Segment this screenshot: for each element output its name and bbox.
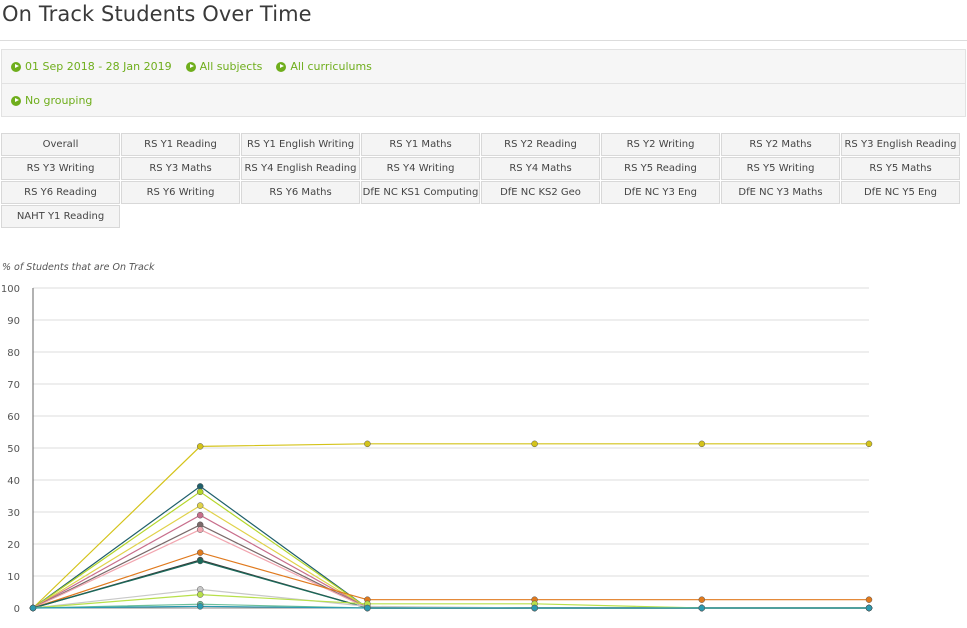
tab-rs-y5-maths[interactable]: RS Y5 Maths [841,157,960,180]
y-tick-label: 50 [7,444,20,455]
tab-rs-y1-maths[interactable]: RS Y1 Maths [361,133,480,156]
tab-rs-y2-writing[interactable]: RS Y2 Writing [601,133,720,156]
tab-rs-y5-reading[interactable]: RS Y5 Reading [601,157,720,180]
data-point[interactable] [531,604,538,612]
line-chart: % of Students that are On Track 0 10 20 30 4… [0,258,967,628]
series-line-0 [32,443,869,609]
series-line-7 [32,551,869,609]
data-point[interactable] [698,440,706,448]
chart-svg: % of Students that are On Track 0 10 20 30 4… [1,262,873,615]
data-point[interactable] [196,483,204,490]
y-tick-label: 30 [7,508,20,519]
series-line-8 [32,559,869,609]
data-point[interactable] [196,502,204,509]
play-circle-icon [11,61,21,72]
y-axis-label: % of Students that are On Track [2,262,155,273]
data-point[interactable] [531,440,538,448]
tab-dfe-nc-y3-maths[interactable]: DfE NC Y3 Maths [721,181,840,204]
grouping-label: No grouping [25,94,93,107]
y-tick-label: 10 [7,572,20,583]
tab-overall[interactable]: Overall [1,133,120,156]
curriculums-filter[interactable]: All curriculums [276,60,372,73]
tab-rs-y3-writing[interactable]: RS Y3 Writing [1,157,120,180]
play-circle-icon [11,95,21,106]
subjects-filter[interactable]: All subjects [185,60,263,73]
subjects-label: All subjects [199,60,263,73]
tab-dfe-nc-ks1-computing[interactable]: DfE NC KS1 Computing [361,181,480,204]
tab-rs-y4-maths[interactable]: RS Y4 Maths [481,157,600,180]
y-tick-label: 40 [7,476,20,487]
title-divider [0,40,967,41]
tab-rs-y4-english-reading[interactable]: RS Y4 English Reading [241,157,360,180]
data-point[interactable] [364,604,371,612]
filter-divider [2,83,965,84]
series-line-11 [32,593,869,609]
data-point[interactable] [196,511,204,519]
filter-row-primary: 01 Sep 2018 - 28 Jan 2019 All subjects A… [11,60,372,73]
data-point[interactable] [865,604,873,612]
data-point[interactable] [29,604,37,612]
y-tick-label: 80 [7,348,20,359]
tab-rs-y2-reading[interactable]: RS Y2 Reading [481,133,600,156]
y-tick-label: 60 [7,412,20,423]
tab-dfe-nc-ks2-geo[interactable]: DfE NC KS2 Geo [481,181,600,204]
y-tick-label: 20 [7,540,20,551]
y-tick-label: 90 [7,316,20,327]
tab-rs-y1-reading[interactable]: RS Y1 Reading [121,133,240,156]
tab-rs-y1-english-writing[interactable]: RS Y1 English Writing [241,133,360,156]
tab-rs-y3-english-reading[interactable]: RS Y3 English Reading [841,133,960,156]
date-range-filter[interactable]: 01 Sep 2018 - 28 Jan 2019 [11,60,172,73]
tab-rs-y2-maths[interactable]: RS Y2 Maths [721,133,840,156]
data-point[interactable] [364,440,371,448]
data-point[interactable] [698,596,706,603]
data-point[interactable] [196,488,204,496]
tab-rs-y6-reading[interactable]: RS Y6 Reading [1,181,120,204]
filter-row-grouping: No grouping [11,94,92,107]
data-point[interactable] [196,591,204,598]
tab-dfe-nc-y5-eng[interactable]: DfE NC Y5 Eng [841,181,960,204]
series-line-1 [32,485,869,609]
data-point[interactable] [196,603,204,610]
data-point[interactable] [698,604,706,612]
data-point[interactable] [196,526,204,533]
series-line-13 [32,605,869,609]
data-point[interactable] [865,596,873,603]
tab-rs-y5-writing[interactable]: RS Y5 Writing [721,157,840,180]
series-line-6 [32,528,869,609]
y-tick-label: 0 [14,604,20,615]
page-title: On Track Students Over Time [2,2,312,26]
tab-rs-y4-writing[interactable]: RS Y4 Writing [361,157,480,180]
date-range-label: 01 Sep 2018 - 28 Jan 2019 [25,60,172,73]
series-line-2 [32,491,869,609]
tab-rs-y6-writing[interactable]: RS Y6 Writing [121,181,240,204]
series-line-9 [32,560,869,609]
filter-panel: 01 Sep 2018 - 28 Jan 2019 All subjects A… [1,49,966,117]
data-point[interactable] [196,443,204,450]
data-point[interactable] [196,557,204,565]
tab-rs-y3-maths[interactable]: RS Y3 Maths [121,157,240,180]
grouping-filter[interactable]: No grouping [11,94,92,107]
data-point[interactable] [196,549,204,556]
tab-rs-y6-maths[interactable]: RS Y6 Maths [241,181,360,204]
data-point[interactable] [865,440,873,448]
curriculums-label: All curriculums [290,60,372,73]
tab-dfe-nc-y3-eng[interactable]: DfE NC Y3 Eng [601,181,720,204]
play-circle-icon [185,61,196,72]
y-tick-label: 70 [7,380,20,391]
tab-naht-y1-reading[interactable]: NAHT Y1 Reading [1,205,120,228]
play-circle-icon [276,61,287,72]
y-tick-label: 100 [1,284,20,295]
